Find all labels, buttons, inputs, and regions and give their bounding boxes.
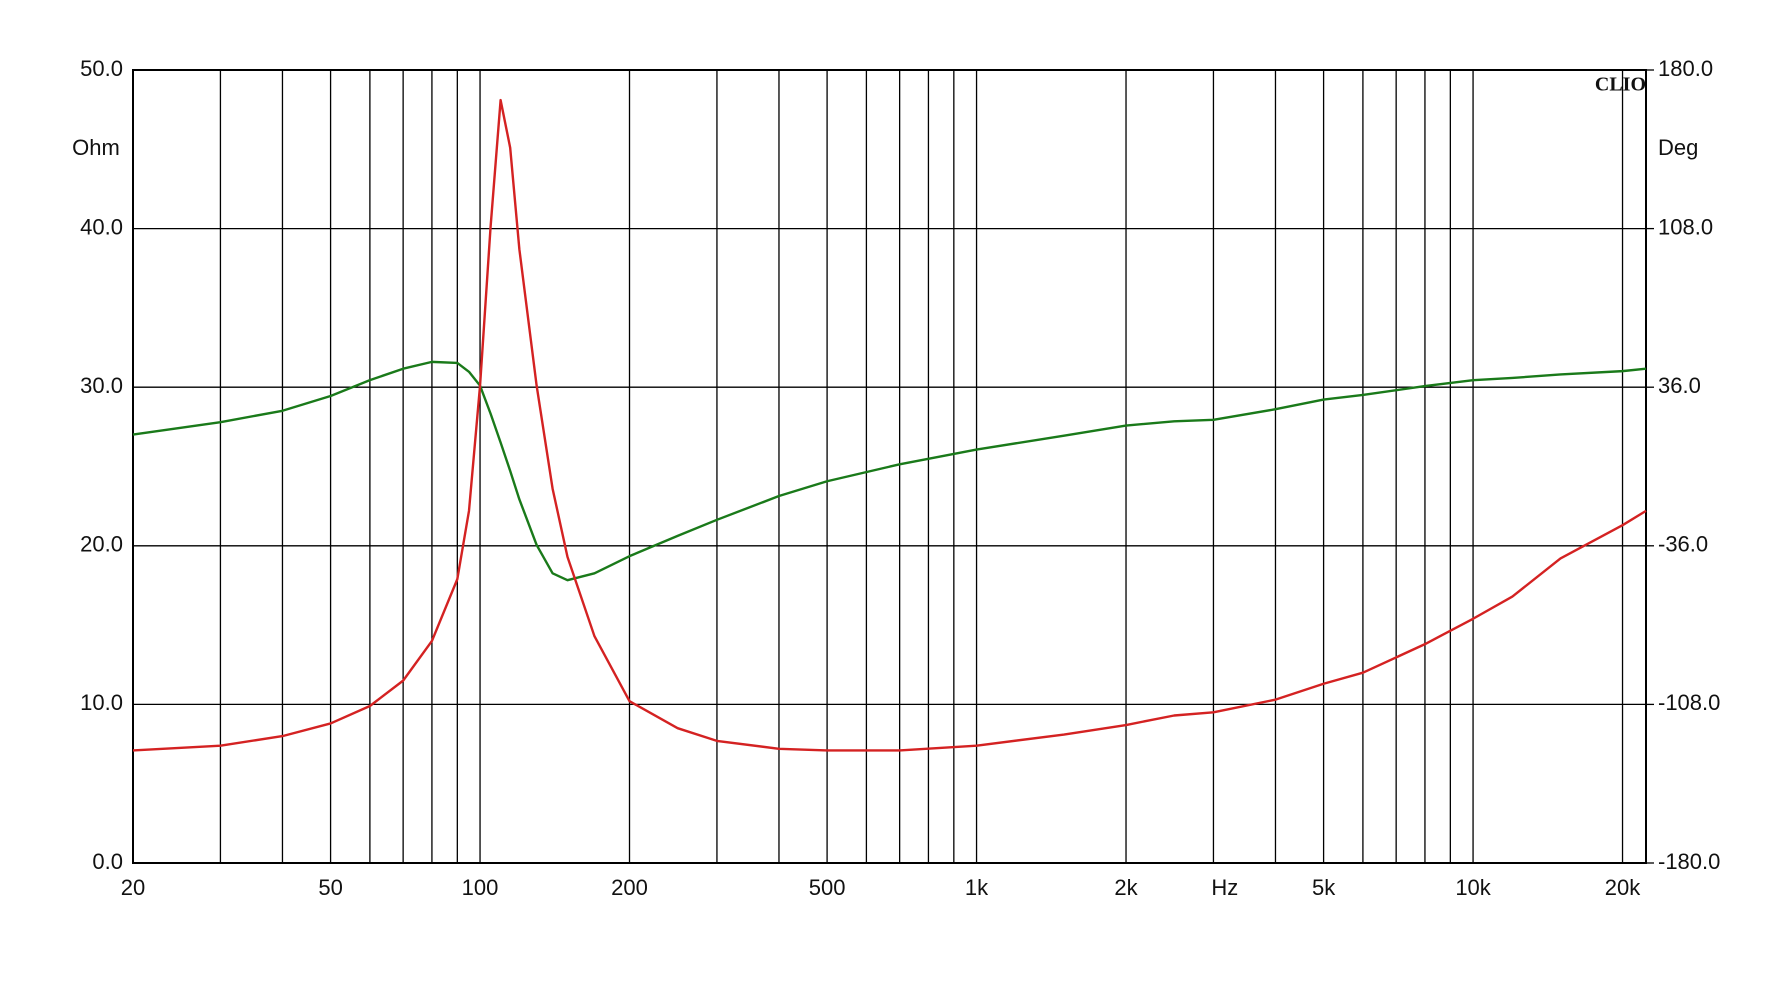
y-tick-label: 40.0 — [80, 214, 123, 239]
brand-label: CLIO — [1595, 74, 1646, 96]
data-line — [132, 360, 1647, 582]
x-tick-label: 20 — [121, 875, 145, 900]
y2-tick-label: 108.0 — [1658, 214, 1713, 239]
y-tick-label: 0.0 — [92, 849, 123, 874]
x-tick-label: 50 — [318, 875, 342, 900]
x-tick-label: 2k — [1114, 875, 1138, 900]
data-line — [132, 98, 1647, 752]
x-tick-label: 100 — [462, 875, 499, 900]
y-tick-label: 50.0 — [80, 56, 123, 81]
y2-tick-label: -36.0 — [1658, 532, 1708, 557]
x-axis-label: Hz — [1211, 875, 1238, 900]
x-tick-label: 20k — [1605, 875, 1641, 900]
y-tick-label: 10.0 — [80, 690, 123, 715]
y2-tick-label: -108.0 — [1658, 690, 1720, 715]
x-tick-label: 10k — [1455, 875, 1491, 900]
y-tick-label: 30.0 — [80, 373, 123, 398]
y2-axis-label: Deg — [1658, 135, 1698, 160]
x-tick-label: 200 — [611, 875, 648, 900]
y2-tick-label: 36.0 — [1658, 373, 1701, 398]
y-axis-label: Ohm — [72, 135, 120, 160]
y-tick-label: 20.0 — [80, 532, 123, 557]
plot-frame — [132, 69, 1647, 864]
x-tick-label: 500 — [809, 875, 846, 900]
y2-tick-label: -180.0 — [1658, 849, 1720, 874]
y2-tick-label: 180.0 — [1658, 56, 1713, 81]
x-tick-label: 1k — [965, 875, 989, 900]
x-tick-label: 5k — [1312, 875, 1336, 900]
